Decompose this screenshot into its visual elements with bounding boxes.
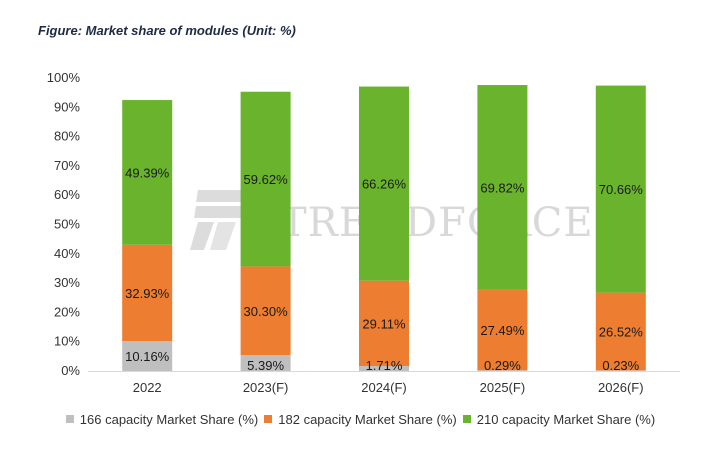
y-tick-label: 80% — [54, 129, 80, 144]
y-tick-label: 30% — [54, 275, 80, 290]
legend-item: 210 capacity Market Share (%) — [462, 412, 656, 427]
y-axis: 0% 10% 20% 30% 40% 50% 60% 70% 80% 90% 100% — [47, 70, 81, 378]
bar-segment — [359, 86, 409, 281]
data-label: 5.39% — [247, 358, 284, 373]
y-tick-label: 40% — [54, 246, 80, 261]
x-tick-label: 2024(F) — [361, 380, 407, 395]
legend-swatch — [65, 415, 74, 423]
data-label: 29.11% — [362, 316, 406, 331]
legend-label: 166 capacity Market Share (%) — [79, 412, 259, 427]
data-label: 0.29% — [484, 358, 521, 373]
bars-layer: 10.16% 32.93% 49.39% 5.39% 30.30% 59.62% 1.71%… — [122, 85, 646, 373]
data-label: 70.66% — [599, 182, 644, 197]
legend-item: 166 capacity Market Share (%) — [65, 412, 259, 427]
bar-segment — [477, 289, 528, 371]
trendforce-watermark: TRENDFORCE — [190, 190, 594, 250]
data-label: 30.30% — [244, 304, 289, 319]
bar-segment — [359, 280, 409, 366]
bar-segment — [477, 370, 528, 371]
legend: 166 capacity Market Share (%) 182 capacit… — [0, 412, 721, 427]
bar-segment — [122, 244, 173, 342]
legend-swatch — [264, 415, 273, 423]
y-tick-label: 20% — [54, 304, 80, 319]
x-tick-label: 2022 — [133, 380, 162, 395]
y-tick-label: 50% — [54, 217, 80, 232]
data-label: 66.26% — [362, 177, 407, 192]
bar-segment — [359, 365, 409, 371]
x-tick-label: 2023(F) — [243, 380, 289, 395]
legend-item: 182 capacity Market Share (%) — [264, 412, 457, 427]
x-tick-label: 2026(F) — [598, 380, 644, 395]
legend-label: 210 capacity Market Share (%) — [476, 412, 656, 427]
y-tick-label: 10% — [54, 334, 80, 349]
bar-segment — [122, 341, 173, 371]
bar-segment — [595, 292, 646, 371]
bar-segment — [240, 91, 291, 267]
bar-segment — [122, 100, 173, 245]
data-label: 10.16% — [125, 349, 170, 364]
bar-segment — [477, 85, 528, 290]
data-label: 49.39% — [125, 165, 170, 180]
bar-segment — [595, 85, 646, 293]
bar-segment — [240, 266, 291, 356]
x-axis: 2022 2023(F) 2024(F) 2025(F) 2026(F) — [133, 380, 644, 395]
y-tick-label: 60% — [54, 187, 80, 202]
data-label: 26.52% — [599, 324, 644, 339]
bar-segment — [240, 355, 291, 371]
legend-swatch — [462, 415, 471, 423]
data-label: 27.49% — [480, 323, 525, 338]
y-tick-label: 100% — [47, 70, 81, 85]
y-tick-label: 0% — [61, 363, 80, 378]
chart-title: Figure: Market share of modules (Unit: %… — [38, 23, 296, 38]
legend-label: 182 capacity Market Share (%) — [278, 412, 457, 427]
y-tick-label: 90% — [54, 99, 80, 114]
y-tick-label: 70% — [54, 158, 80, 173]
watermark-text: TRENDFORCE — [280, 200, 594, 246]
data-label: 1.71% — [366, 358, 403, 373]
data-label: 59.62% — [244, 172, 289, 187]
data-label: 32.93% — [125, 286, 170, 301]
x-tick-label: 2025(F) — [480, 380, 526, 395]
data-label: 69.82% — [480, 180, 525, 195]
data-label: 0.23% — [602, 358, 639, 373]
bar-segment — [595, 370, 646, 371]
